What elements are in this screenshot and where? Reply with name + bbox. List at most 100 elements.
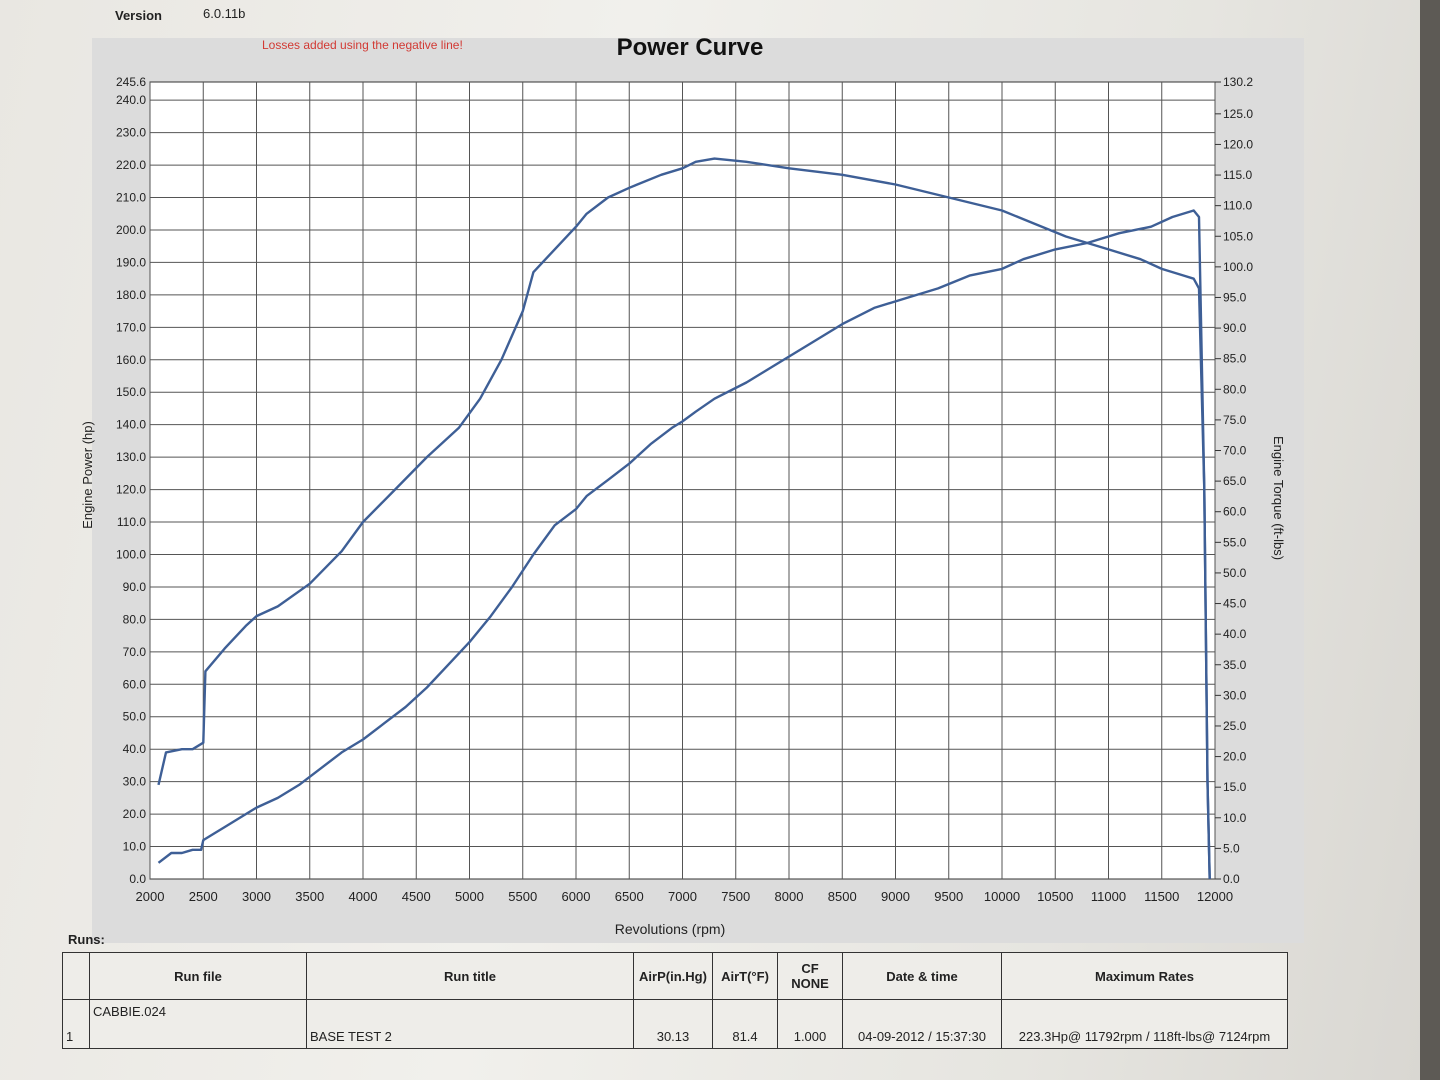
y-tick-label: 50.0 xyxy=(123,710,147,724)
y-tick-label: 20.0 xyxy=(123,807,147,821)
airt-cell: 81.4 xyxy=(712,999,778,1049)
date-time-header: Date & time xyxy=(842,952,1002,1000)
y-tick-label: 60.0 xyxy=(123,677,147,691)
x-tick-label: 6000 xyxy=(562,889,591,904)
series-group xyxy=(157,157,1211,880)
series-line-1 xyxy=(157,209,1211,880)
losses-note: Losses added using the negative line! xyxy=(262,38,463,52)
x-tick-label: 3500 xyxy=(295,889,324,904)
y2-tick-label: 15.0 xyxy=(1223,780,1247,794)
x-tick-label: 4000 xyxy=(349,889,378,904)
y-tick-label: 70.0 xyxy=(123,645,147,659)
y-tick-label: 140.0 xyxy=(116,418,146,432)
table-row[interactable]: 1 CABBIE.024 BASE TEST 2 30.13 81.4 1.00… xyxy=(62,999,1288,1049)
row-index: 1 xyxy=(62,999,90,1049)
grid-vertical xyxy=(149,82,1216,879)
grid-horizontal xyxy=(150,99,1215,848)
y-tick-label: 80.0 xyxy=(123,612,147,626)
y-tick-label: 220.0 xyxy=(116,158,146,172)
date-time-cell: 04-09-2012 / 15:37:30 xyxy=(842,999,1002,1049)
y-tick-label: 0.0 xyxy=(129,872,146,886)
x-tick-label: 10500 xyxy=(1037,889,1073,904)
y-tick-label: 160.0 xyxy=(116,353,146,367)
y2-tick-label: 55.0 xyxy=(1223,535,1247,549)
x-tick-label: 7000 xyxy=(668,889,697,904)
y2-tick-label: 65.0 xyxy=(1223,474,1247,488)
run-file-cell: CABBIE.024 xyxy=(89,999,307,1049)
y2-tick-label: 10.0 xyxy=(1223,811,1247,825)
y2-tick-label: 60.0 xyxy=(1223,505,1247,519)
airp-header: AirP(in.Hg) xyxy=(633,952,713,1000)
y-tick-label: 130.0 xyxy=(116,450,146,464)
y-tick-label: 170.0 xyxy=(116,320,146,334)
run-title-cell: BASE TEST 2 xyxy=(306,999,634,1049)
x-tick-label: 5500 xyxy=(508,889,537,904)
y2-tick-label: 45.0 xyxy=(1223,597,1247,611)
y2-tick-label: 115.0 xyxy=(1223,168,1252,182)
cf-header: CF NONE xyxy=(777,952,843,1000)
airt-header: AirT(°F) xyxy=(712,952,778,1000)
x-tick-label: 7500 xyxy=(721,889,750,904)
y-tick-label: 90.0 xyxy=(123,580,147,594)
y2-tick-label: 120.0 xyxy=(1223,137,1253,151)
y-tick-label: 40.0 xyxy=(123,742,147,756)
y-tick-label: 210.0 xyxy=(116,191,146,205)
y2-tick-label: 105.0 xyxy=(1223,229,1253,243)
x-tick-label: 8500 xyxy=(828,889,857,904)
y-tick-label: 110.0 xyxy=(117,515,146,529)
y2-tick-label: 95.0 xyxy=(1223,290,1247,304)
y2-tick-label: 80.0 xyxy=(1223,382,1247,396)
index-header xyxy=(62,952,90,1000)
y-tick-label: 190.0 xyxy=(116,255,146,269)
y-tick-label: 180.0 xyxy=(116,288,146,302)
x-tick-label: 11000 xyxy=(1091,889,1126,904)
y-tick-label: 150.0 xyxy=(116,385,146,399)
y2-tick-label: 50.0 xyxy=(1223,566,1247,580)
cf-cell: 1.000 xyxy=(777,999,843,1049)
chart-title: Power Curve xyxy=(616,34,764,61)
runs-label: Runs: xyxy=(68,932,105,947)
run-title-header: Run title xyxy=(306,952,634,1000)
x-tick-label: 9500 xyxy=(934,889,963,904)
x-axis-label: Revolutions (rpm) xyxy=(615,921,725,937)
y2-tick-label: 90.0 xyxy=(1223,321,1247,335)
y2-tick-label: 20.0 xyxy=(1223,750,1247,764)
y2-tick-label: 85.0 xyxy=(1223,352,1247,366)
x-tick-label: 9000 xyxy=(881,889,910,904)
version-label: Version xyxy=(115,8,162,23)
series-line-2 xyxy=(157,157,1211,880)
y-tick-label: 200.0 xyxy=(116,223,146,237)
y2-tick-label: 0.0 xyxy=(1223,872,1240,886)
version-value: 6.0.11b xyxy=(203,6,246,21)
run-file-header: Run file xyxy=(89,952,307,1000)
y-axis-label: Engine Power (hp) xyxy=(80,421,95,529)
y-tick-labels: 0.0 10.0 20.0 30.0 40.0 50.0 60.0 70.0 80.0 90.0 1… xyxy=(116,75,146,886)
x-tick-label: 12000 xyxy=(1197,889,1233,904)
y2-tick-label: 130.2 xyxy=(1223,75,1253,89)
y2-tick-label: 125.0 xyxy=(1223,107,1253,121)
x-tick-labels: 2000 2500 3000 3500 4000 4500 5000 5500 6000 6500… xyxy=(136,889,1234,904)
x-tick-label: 4500 xyxy=(402,889,431,904)
y-tick-label: 10.0 xyxy=(123,840,147,854)
y2-tick-label: 100.0 xyxy=(1223,260,1253,274)
x-tick-label: 5000 xyxy=(455,889,484,904)
x-tick-label: 3000 xyxy=(242,889,271,904)
x-tick-label: 10000 xyxy=(984,889,1020,904)
y-tick-label: 230.0 xyxy=(116,126,146,140)
y2-tick-label: 40.0 xyxy=(1223,627,1247,641)
y2-tick-labels: 0.0 5.0 10.0 15.0 20.0 25.0 30.0 35.0 40.0 45.0 50… xyxy=(1215,75,1253,886)
y2-tick-label: 5.0 xyxy=(1223,841,1240,855)
y2-tick-label: 25.0 xyxy=(1223,719,1247,733)
x-tick-label: 11500 xyxy=(1144,889,1179,904)
max-rates-header: Maximum Rates xyxy=(1001,952,1288,1000)
max-rates-cell: 223.3Hp@ 11792rpm / 118ft-lbs@ 7124rpm xyxy=(1001,999,1288,1049)
y2-axis-label: Engine Torque (ft-lbs) xyxy=(1271,436,1286,560)
runs-table: Run file Run title AirP(in.Hg) AirT(°F) … xyxy=(62,952,1288,1049)
y2-tick-label: 70.0 xyxy=(1223,444,1247,458)
y-tick-label: 245.6 xyxy=(116,75,146,89)
airp-cell: 30.13 xyxy=(633,999,713,1049)
x-tick-label: 2500 xyxy=(189,889,218,904)
y-tick-label: 30.0 xyxy=(123,775,147,789)
